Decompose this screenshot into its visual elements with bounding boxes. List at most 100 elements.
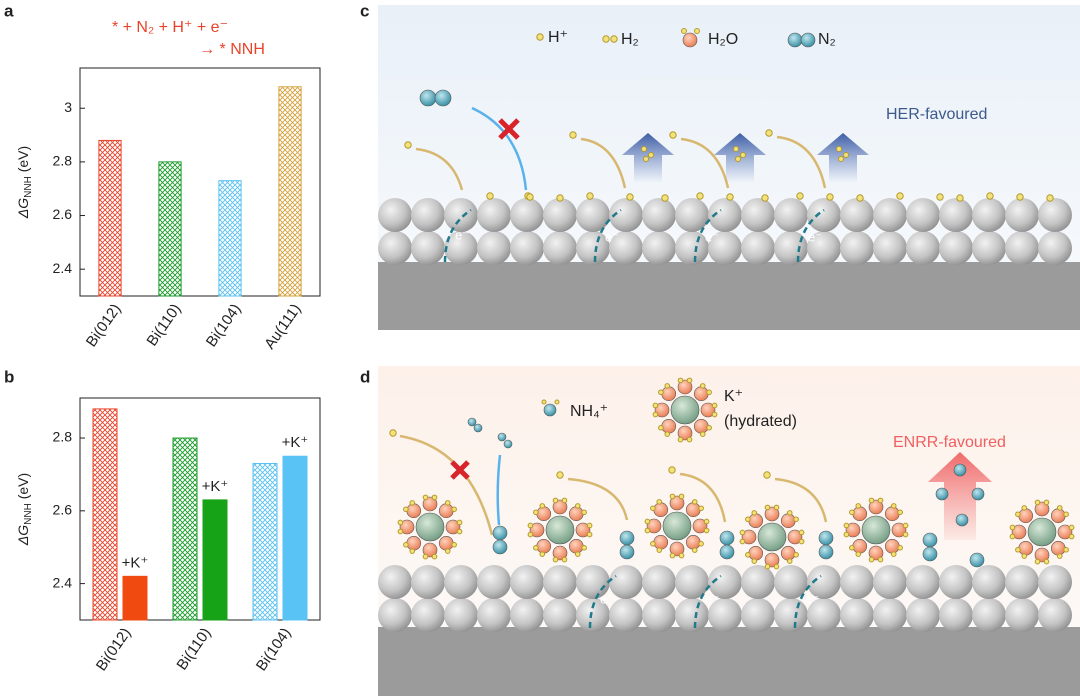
hydrogen bbox=[786, 510, 793, 516]
hydrogen bbox=[745, 551, 751, 558]
label: (hydrated) bbox=[724, 413, 797, 430]
substrate bbox=[378, 262, 1080, 330]
x-tick-label: Bi(104) bbox=[203, 301, 245, 350]
hydrogen bbox=[561, 497, 568, 504]
molecule bbox=[492, 525, 508, 541]
y-label-subscript: NNH bbox=[23, 503, 34, 525]
hydrogen bbox=[661, 194, 669, 202]
molecule bbox=[868, 545, 884, 561]
atom bbox=[576, 198, 610, 232]
hydrogen bbox=[696, 192, 704, 200]
label: K⁺ bbox=[724, 388, 743, 405]
hydrogen bbox=[699, 383, 706, 389]
atom bbox=[774, 598, 808, 632]
arrow bbox=[567, 477, 629, 521]
molecule bbox=[884, 538, 900, 554]
atom bbox=[939, 598, 973, 632]
hydrogen bbox=[431, 553, 438, 560]
hydrogen bbox=[526, 193, 534, 201]
hydrogen bbox=[706, 424, 712, 431]
arrow bbox=[415, 147, 464, 191]
hydrogen bbox=[586, 531, 593, 538]
arrow bbox=[793, 574, 822, 629]
bar bbox=[202, 499, 228, 621]
hydrogen bbox=[677, 436, 684, 443]
hydrogen bbox=[849, 544, 855, 551]
hydrogen bbox=[641, 146, 647, 152]
x-tick-label: Au(111) bbox=[261, 301, 304, 353]
molecule bbox=[1018, 540, 1034, 556]
hydrogen bbox=[1021, 505, 1028, 511]
atom bbox=[510, 598, 544, 632]
electron-label: e⁻ bbox=[455, 227, 469, 242]
electron-label: e⁻ bbox=[705, 229, 719, 244]
x-tick-label: Bi(012) bbox=[93, 625, 135, 674]
hydrogen bbox=[902, 531, 909, 538]
molecule bbox=[692, 518, 708, 534]
atom bbox=[840, 598, 874, 632]
molecule bbox=[552, 545, 568, 561]
hydrogen bbox=[843, 531, 850, 538]
hydrogen bbox=[796, 192, 804, 200]
block-x bbox=[498, 118, 520, 140]
atom bbox=[774, 198, 808, 232]
molecule bbox=[497, 432, 507, 442]
molecule bbox=[619, 530, 635, 546]
hydrogen bbox=[403, 506, 409, 513]
atom bbox=[708, 231, 742, 265]
atom bbox=[510, 231, 544, 265]
hydrogen bbox=[902, 522, 909, 529]
molecule bbox=[661, 418, 677, 434]
arrow bbox=[693, 208, 722, 263]
hydrogen bbox=[1063, 546, 1069, 553]
molecule bbox=[719, 544, 735, 560]
hydrogen bbox=[678, 493, 685, 500]
molecule bbox=[1050, 508, 1066, 524]
atom bbox=[807, 565, 841, 599]
label: NH₄⁺ bbox=[570, 403, 608, 420]
hydrogen bbox=[936, 193, 944, 201]
molecule bbox=[575, 522, 591, 538]
molecule bbox=[669, 495, 685, 511]
molecule bbox=[438, 503, 454, 519]
atom bbox=[939, 565, 973, 599]
hydrogen bbox=[574, 551, 581, 557]
hydrogen bbox=[793, 516, 799, 523]
atom bbox=[675, 565, 709, 599]
molecule bbox=[682, 32, 698, 48]
hydrogen bbox=[739, 538, 746, 545]
atom bbox=[510, 565, 544, 599]
molecule bbox=[619, 544, 635, 560]
y-tick-label: 3 bbox=[64, 99, 72, 115]
arrow bbox=[693, 574, 722, 629]
hydrogen bbox=[678, 552, 685, 559]
molecule bbox=[434, 89, 452, 107]
hydrogen bbox=[586, 522, 593, 529]
hydrogen bbox=[836, 146, 842, 152]
molecule bbox=[719, 530, 735, 546]
hydrogen bbox=[1034, 558, 1041, 565]
hydrogen bbox=[536, 33, 544, 41]
hydrogen bbox=[868, 556, 875, 563]
atom bbox=[972, 231, 1006, 265]
atom bbox=[444, 598, 478, 632]
hydrogen bbox=[798, 538, 805, 545]
atom bbox=[906, 198, 940, 232]
hydrogen bbox=[656, 547, 663, 553]
hydrogen bbox=[868, 497, 875, 504]
hydrogen bbox=[539, 551, 546, 557]
hydrogen bbox=[397, 528, 404, 535]
hydrogen bbox=[773, 504, 780, 511]
bar bbox=[278, 86, 302, 297]
hydrogen bbox=[1043, 499, 1050, 506]
hydrogen bbox=[706, 389, 712, 396]
atom bbox=[741, 598, 775, 632]
molecule bbox=[1018, 508, 1034, 524]
atom bbox=[510, 198, 544, 232]
hydrogen bbox=[698, 505, 704, 512]
molecule bbox=[787, 32, 803, 48]
atom bbox=[477, 565, 511, 599]
hydrogen bbox=[444, 548, 451, 554]
hydrogen bbox=[422, 553, 429, 560]
